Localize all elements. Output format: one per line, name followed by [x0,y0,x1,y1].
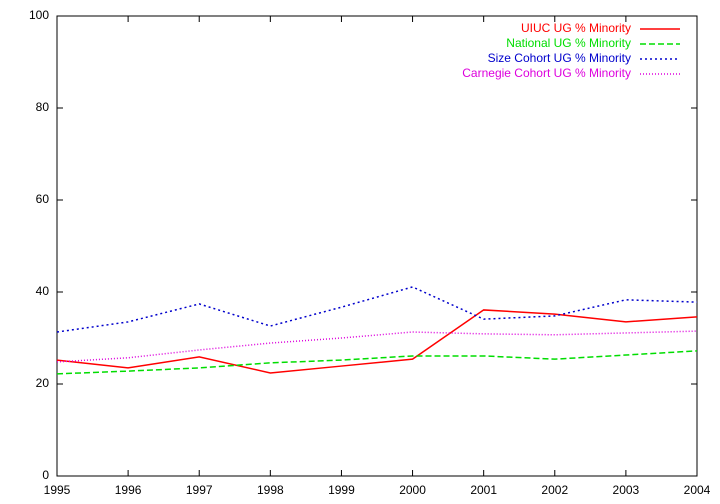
y-tick-label: 0 [42,468,49,482]
x-tick-label: 1999 [328,483,355,497]
y-tick-label: 20 [36,376,50,390]
legend-label: Carnegie Cohort UG % Minority [462,66,631,80]
legend-label: Size Cohort UG % Minority [488,51,631,65]
x-tick-label: 2003 [613,483,640,497]
series-line [56,330,698,363]
series-line [56,350,698,375]
x-tick-label: 2004 [684,483,711,497]
y-tick-label: 100 [29,8,49,22]
legend-label: National UG % Minority [506,36,631,50]
y-tick-label: 80 [36,100,50,114]
series-line [56,309,698,374]
y-tick-label: 60 [36,192,50,206]
x-tick-label: 2002 [541,483,568,497]
x-tick-label: 1997 [186,483,213,497]
y-tick-label: 40 [36,284,50,298]
x-tick-label: 1995 [44,483,71,497]
x-tick-label: 2001 [470,483,497,497]
series-line [56,286,698,333]
plot-frame [56,15,698,477]
x-tick-label: 1996 [115,483,142,497]
x-tick-label: 2000 [399,483,426,497]
x-tick-label: 1998 [257,483,284,497]
legend-label: UIUC UG % Minority [521,21,631,35]
